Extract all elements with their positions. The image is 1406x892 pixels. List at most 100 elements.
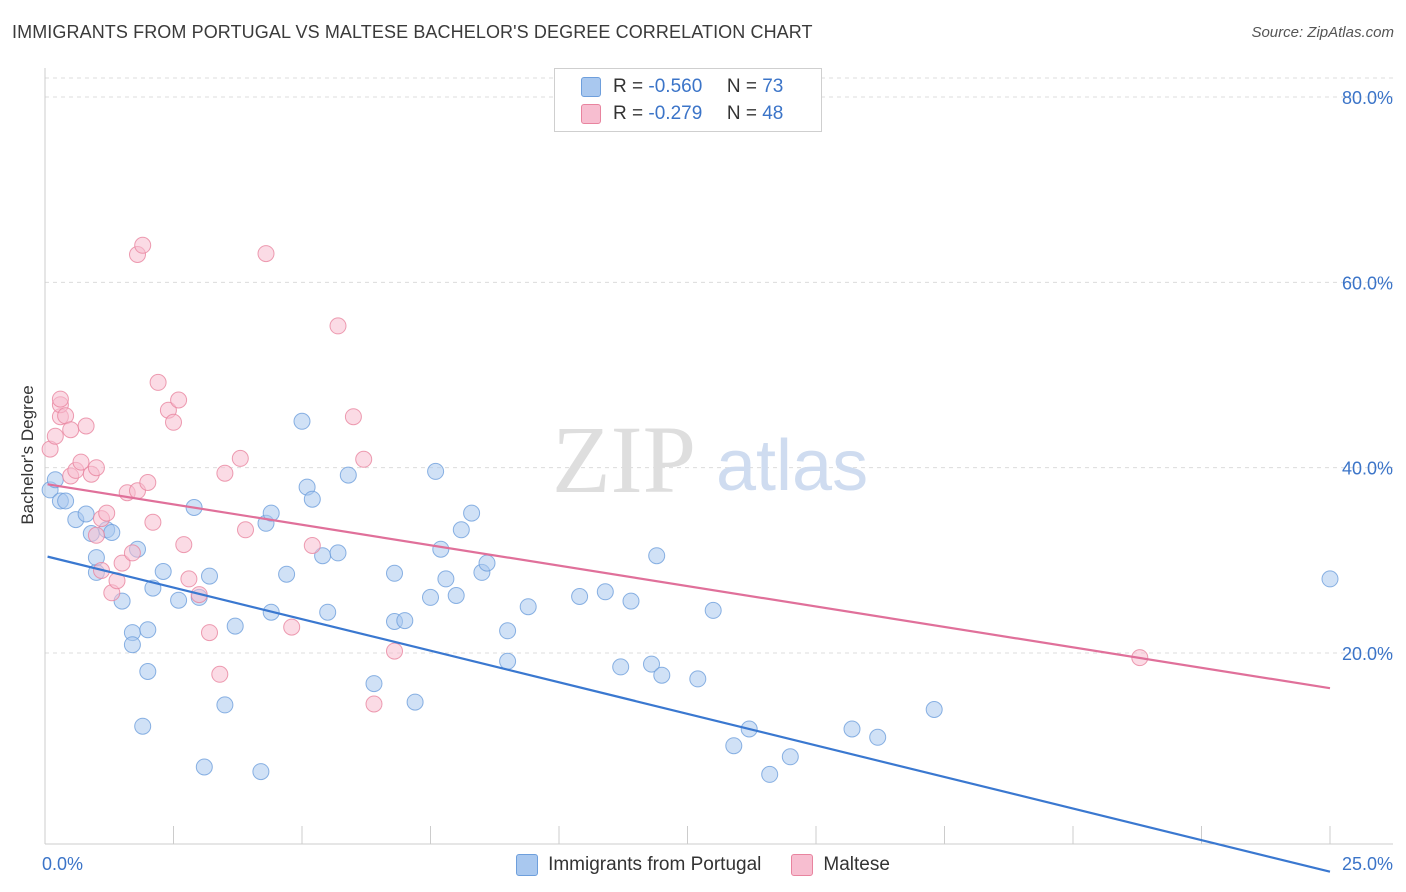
point-portugal (622, 592, 640, 610)
point-portugal (1321, 570, 1339, 588)
point-maltese (134, 236, 152, 254)
point-maltese (149, 373, 167, 391)
point-portugal (653, 666, 671, 684)
point-portugal (406, 693, 424, 711)
point-portugal (689, 670, 707, 688)
point-portugal (463, 504, 481, 522)
point-maltese (46, 427, 64, 445)
point-maltese (113, 554, 131, 572)
point-maltese (62, 421, 80, 439)
point-maltese (180, 570, 198, 588)
watermark-atlas: atlas (716, 426, 868, 506)
point-portugal (103, 524, 121, 541)
point-portugal (252, 763, 270, 781)
legend-item-portugal[interactable]: Immigrants from Portugal (516, 852, 761, 878)
point-portugal (57, 492, 75, 510)
point-portugal (781, 748, 799, 766)
point-portugal (869, 728, 887, 746)
point-portugal (571, 588, 589, 605)
trend-lines (47, 483, 1331, 873)
y-tick-label: 60.0% (1342, 273, 1393, 293)
point-portugal (77, 505, 95, 523)
point-portugal (725, 737, 743, 755)
point-portugal (519, 598, 537, 616)
point-maltese (72, 453, 90, 471)
tick-labels: 20.0% 40.0% 60.0% 80.0% 0.0% 25.0% (42, 88, 1393, 874)
stats-r-label: R = (613, 76, 644, 97)
point-maltese (87, 526, 105, 544)
point-portugal (262, 504, 280, 522)
stats-n-label: N = (726, 76, 757, 97)
x-tick-label: 25.0% (1342, 854, 1393, 874)
watermark: ZIP atlas (552, 406, 868, 513)
point-portugal (596, 583, 614, 601)
data-points (41, 236, 1339, 783)
point-maltese (216, 464, 234, 482)
legend-item-maltese[interactable]: Maltese (791, 852, 890, 878)
stats-swatch-portugal (581, 77, 601, 97)
point-portugal (432, 540, 450, 558)
point-portugal (452, 521, 470, 539)
point-maltese (139, 474, 157, 491)
stats-box: R = -0.560 N = 73 R = -0.279 N = 48 (554, 68, 822, 132)
point-portugal (339, 466, 357, 484)
point-portugal (643, 655, 660, 673)
trend-line-portugal (47, 555, 1331, 873)
point-maltese (175, 536, 193, 554)
point-maltese (211, 665, 229, 683)
stats-r-label: R = (613, 103, 644, 124)
point-maltese (87, 459, 105, 477)
legend-swatch-maltese (791, 854, 814, 876)
stats-n-value: 48 (762, 103, 784, 124)
point-portugal (648, 547, 666, 565)
stats-r-value: -0.279 (648, 103, 703, 124)
point-portugal (427, 462, 445, 480)
point-portugal (139, 621, 157, 639)
legend-swatch-portugal (516, 854, 539, 876)
point-portugal (154, 563, 172, 580)
point-portugal (216, 696, 234, 714)
y-tick-label: 80.0% (1342, 88, 1393, 108)
point-portugal (134, 717, 152, 735)
point-maltese (355, 450, 373, 468)
chart-title: IMMIGRANTS FROM PORTUGAL VS MALTESE BACH… (12, 22, 813, 42)
point-portugal (226, 617, 244, 635)
point-portugal (499, 652, 517, 670)
y-tick-label: 20.0% (1342, 644, 1393, 664)
point-portugal (612, 658, 630, 676)
legend: Immigrants from Portugal Maltese (0, 852, 1406, 878)
point-maltese (303, 537, 321, 554)
point-maltese (170, 391, 188, 409)
point-maltese (98, 504, 116, 522)
point-portugal (195, 758, 213, 776)
point-maltese (165, 413, 182, 431)
point-portugal (704, 601, 722, 619)
point-maltese (237, 521, 254, 539)
point-maltese (329, 317, 347, 335)
point-portugal (386, 564, 403, 582)
point-portugal (329, 544, 347, 562)
point-portugal (278, 565, 296, 583)
point-maltese (77, 417, 95, 435)
point-portugal (437, 570, 455, 588)
point-maltese (283, 618, 301, 636)
point-maltese (201, 624, 218, 642)
stats-row-portugal: R = -0.560 N = 73 (581, 74, 783, 100)
point-portugal (170, 591, 188, 609)
stats-swatch-maltese (581, 104, 601, 124)
source-note: Source: ZipAtlas.com (1251, 24, 1394, 41)
point-maltese (344, 408, 362, 426)
point-portugal (478, 554, 496, 572)
point-portugal (761, 765, 779, 783)
point-portugal (365, 675, 383, 693)
stats-row-maltese: R = -0.279 N = 48 (581, 101, 783, 127)
point-maltese (257, 245, 275, 263)
grid-lines (45, 77, 1393, 654)
point-portugal (201, 567, 218, 585)
point-portugal (447, 587, 465, 604)
trend-line-maltese (47, 483, 1331, 690)
axes (44, 68, 1393, 845)
point-maltese (365, 695, 383, 713)
stats-n-label: N = (726, 103, 757, 124)
